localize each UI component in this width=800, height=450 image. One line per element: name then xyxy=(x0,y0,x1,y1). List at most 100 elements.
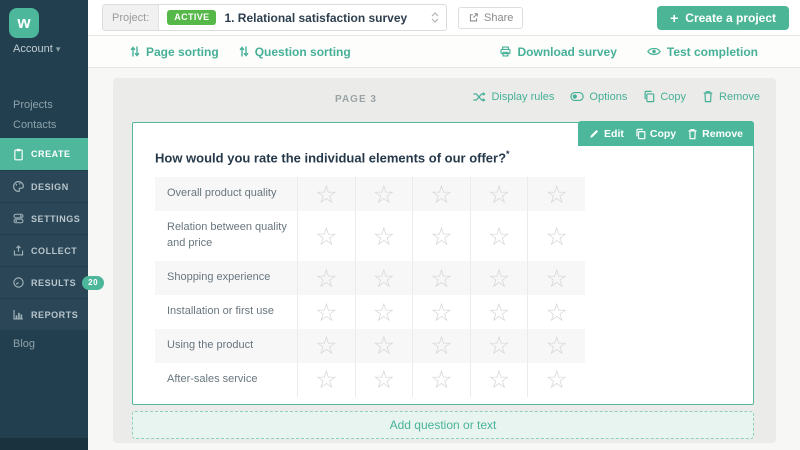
rating-star-cell[interactable]: ☆ xyxy=(469,362,528,397)
rating-star-cell[interactable]: ☆ xyxy=(412,261,470,296)
rating-star-cell[interactable]: ☆ xyxy=(469,295,528,330)
test-completion-button[interactable]: Test completion xyxy=(647,45,758,59)
star-icon: ☆ xyxy=(372,297,396,327)
sidebar-item-label: COLLECT xyxy=(31,245,78,256)
create-project-button[interactable]: + Create a project xyxy=(657,5,789,30)
printer-icon xyxy=(499,45,512,58)
star-icon: ☆ xyxy=(487,297,511,327)
sidebar-item-blog[interactable]: Blog xyxy=(13,338,36,350)
star-icon: ☆ xyxy=(545,263,568,293)
matrix-row: Shopping experience ☆ ☆ ☆ ☆ ☆ xyxy=(155,261,585,296)
account-menu[interactable]: Account ▾ xyxy=(13,43,60,55)
display-rules-button[interactable]: Display rules xyxy=(472,90,554,103)
copy-question-button[interactable]: Copy xyxy=(635,128,676,140)
sidebar-item-reports[interactable]: REPORTS xyxy=(0,298,88,330)
rating-star-cell[interactable]: ☆ xyxy=(469,177,528,212)
sidebar-item-results[interactable]: RESULTS 20 xyxy=(0,266,105,298)
matrix-row-label: Shopping experience xyxy=(167,271,271,284)
copy-page-button[interactable]: Copy xyxy=(643,90,686,103)
sidebar-item-settings[interactable]: SETTINGS xyxy=(0,202,88,234)
star-icon: ☆ xyxy=(430,331,453,361)
remove-page-button[interactable]: Remove xyxy=(702,90,760,103)
sidebar-item-label: CREATE xyxy=(31,149,71,159)
select-stepper-icon[interactable] xyxy=(431,12,439,23)
rating-star-cell[interactable]: ☆ xyxy=(354,211,413,262)
brand-logo[interactable]: w xyxy=(9,8,39,38)
required-marker: * xyxy=(506,149,510,159)
matrix-row-label: After-sales service xyxy=(167,372,258,385)
clipboard-icon xyxy=(12,148,25,161)
rating-star-cell[interactable]: ☆ xyxy=(297,177,355,212)
rating-star-cell[interactable]: ☆ xyxy=(527,211,585,262)
project-select[interactable]: Project: ACTIVE 1. Relational satisfacti… xyxy=(102,4,447,31)
upload-icon xyxy=(12,244,25,257)
rating-star-cell[interactable]: ☆ xyxy=(527,261,585,296)
matrix-row-label: Relation between quality and price xyxy=(167,221,287,250)
rating-star-cell[interactable]: ☆ xyxy=(297,211,355,262)
sidebar: w Account ▾ Projects Contacts CREATE DESIG… xyxy=(0,0,105,450)
trash-icon xyxy=(702,90,714,103)
shuffle-icon xyxy=(472,91,487,103)
rating-star-cell[interactable]: ☆ xyxy=(297,329,355,363)
matrix-row-label: Installation or first use xyxy=(167,305,274,318)
share-button[interactable]: Share xyxy=(458,6,524,29)
sidebar-item-label: RESULTS xyxy=(31,277,77,288)
matrix-row: Relation between quality and price ☆ ☆ ☆ ☆ ☆ xyxy=(155,211,585,262)
options-button[interactable]: Options xyxy=(570,90,627,103)
star-icon: ☆ xyxy=(372,221,396,251)
edit-question-button[interactable]: Edit xyxy=(589,128,624,140)
question-title: How would you rate the individual elemen… xyxy=(155,149,510,166)
external-link-icon xyxy=(468,12,479,23)
remove-question-button[interactable]: Remove xyxy=(687,128,743,140)
rating-star-cell[interactable]: ☆ xyxy=(469,329,528,363)
rating-star-cell[interactable]: ☆ xyxy=(297,261,355,296)
page-sorting-button[interactable]: Page sorting xyxy=(130,45,219,59)
display-rules-label: Display rules xyxy=(491,90,555,103)
sidebar-item-label: DESIGN xyxy=(31,181,69,192)
star-icon: ☆ xyxy=(487,331,511,361)
rating-star-cell[interactable]: ☆ xyxy=(412,177,470,212)
rating-star-cell[interactable]: ☆ xyxy=(354,261,413,296)
rating-star-cell[interactable]: ☆ xyxy=(354,177,413,212)
star-icon: ☆ xyxy=(545,365,568,395)
sidebar-item-projects[interactable]: Projects xyxy=(13,99,53,111)
rating-star-cell[interactable]: ☆ xyxy=(297,295,355,330)
sort-vertical-icon xyxy=(239,45,249,58)
question-sorting-button[interactable]: Question sorting xyxy=(239,45,351,59)
remove-page-label: Remove xyxy=(719,90,760,103)
page-sorting-label: Page sorting xyxy=(146,44,219,59)
add-question-button[interactable]: Add question or text xyxy=(132,411,754,439)
copy-question-label: Copy xyxy=(649,127,677,140)
sort-vertical-icon xyxy=(130,45,140,58)
star-icon: ☆ xyxy=(487,221,511,251)
sidebar-item-create[interactable]: CREATE xyxy=(0,138,88,170)
copy-icon xyxy=(643,90,655,103)
rating-star-cell[interactable]: ☆ xyxy=(469,211,528,262)
eye-icon xyxy=(647,46,661,57)
sidebar-item-contacts[interactable]: Contacts xyxy=(13,119,57,131)
rating-star-cell[interactable]: ☆ xyxy=(527,295,585,330)
rating-star-cell[interactable]: ☆ xyxy=(527,362,585,397)
rating-star-cell[interactable]: ☆ xyxy=(354,295,413,330)
rating-star-cell[interactable]: ☆ xyxy=(412,329,470,363)
project-select-label: Project: xyxy=(103,5,160,30)
sidebar-item-design[interactable]: DESIGN xyxy=(0,170,88,202)
matrix-row: Installation or first use ☆ ☆ ☆ ☆ ☆ xyxy=(155,295,585,330)
rating-star-cell[interactable]: ☆ xyxy=(412,295,470,330)
rating-star-cell[interactable]: ☆ xyxy=(354,329,413,363)
star-icon: ☆ xyxy=(545,331,568,361)
sidebar-item-collect[interactable]: COLLECT xyxy=(0,234,88,266)
star-icon: ☆ xyxy=(315,179,338,209)
star-icon: ☆ xyxy=(315,331,338,361)
sidebar-bottom-items: Blog xyxy=(0,334,88,354)
download-survey-button[interactable]: Download survey xyxy=(499,45,617,59)
rating-star-cell[interactable]: ☆ xyxy=(527,329,585,363)
rating-star-cell[interactable]: ☆ xyxy=(354,362,413,397)
rating-star-cell[interactable]: ☆ xyxy=(412,362,470,397)
rating-star-cell[interactable]: ☆ xyxy=(469,261,528,296)
rating-star-cell[interactable]: ☆ xyxy=(297,362,355,397)
results-count-badge: 20 xyxy=(82,275,105,290)
plus-icon: + xyxy=(670,9,679,26)
rating-star-cell[interactable]: ☆ xyxy=(412,211,470,262)
rating-star-cell[interactable]: ☆ xyxy=(527,177,585,212)
